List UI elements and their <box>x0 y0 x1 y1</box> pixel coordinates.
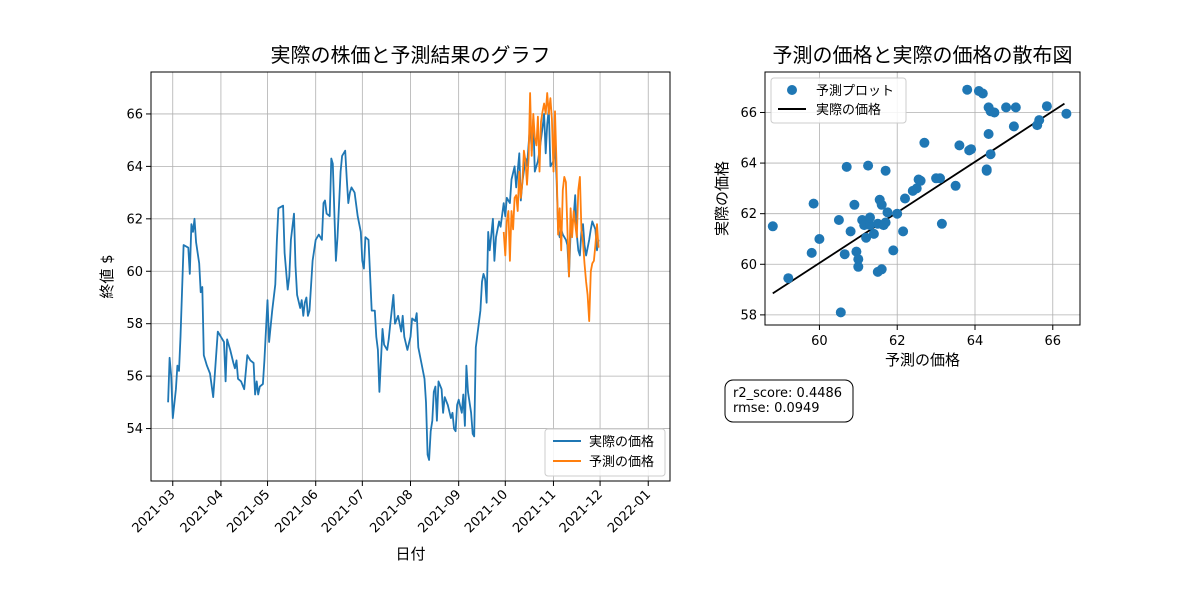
scatter-point <box>880 165 891 176</box>
line-chart-xlabel: 日付 <box>395 545 425 563</box>
series-line-actual <box>167 107 600 461</box>
y-tick-label: 66 <box>126 107 143 122</box>
scatter-point <box>950 180 961 191</box>
legend-label-fit: 実際の価格 <box>816 102 881 118</box>
scatter-point <box>915 175 926 186</box>
scatter-point <box>849 199 860 210</box>
scatter-point <box>767 221 778 232</box>
scatter-point <box>853 261 864 272</box>
scatter-point <box>839 249 850 260</box>
scatter-point <box>835 307 846 318</box>
series-line-predicted <box>502 92 600 323</box>
line-chart-legend: 実際の価格 予測の価格 <box>544 428 666 477</box>
scatter-point <box>833 215 844 225</box>
scatter-point <box>863 160 874 171</box>
scatter-point <box>1041 101 1052 112</box>
scatter-point <box>783 273 794 284</box>
y-tick-label: 54 <box>126 422 143 437</box>
scatter-point <box>981 164 992 175</box>
legend-swatch-scatter <box>787 85 797 95</box>
scatter-point <box>845 226 856 237</box>
scatter-point <box>1010 102 1021 113</box>
score-box-frame <box>724 379 854 423</box>
y-tick-label: 66 <box>740 106 757 121</box>
scatter-chart-fit-line <box>772 102 1065 295</box>
scatter-point <box>954 140 965 151</box>
y-tick-label: 64 <box>740 157 757 172</box>
y-tick-label: 62 <box>740 207 757 222</box>
x-tick-label: 60 <box>811 334 828 349</box>
scatter-point <box>892 208 903 219</box>
scatter-point <box>1034 115 1045 126</box>
scatter-point <box>989 107 1000 118</box>
scatter-point <box>841 161 852 172</box>
scatter-chart-xlabel: 予測の価格 <box>885 351 960 369</box>
scatter-point <box>861 232 872 243</box>
scatter-point <box>882 207 893 218</box>
legend-label-predicted: 予測の価格 <box>589 454 654 470</box>
y-tick-label: 60 <box>740 258 757 273</box>
rmse-text: rmse: 0.0949 <box>733 401 820 416</box>
scatter-chart-frame <box>764 71 1081 326</box>
y-tick-label: 58 <box>126 317 143 332</box>
y-tick-label: 64 <box>126 160 143 175</box>
scatter-point <box>1001 102 1012 113</box>
fit-line <box>772 102 1065 295</box>
scatter-point <box>865 212 875 223</box>
scatter-point <box>876 199 887 210</box>
x-tick-label: 66 <box>1045 334 1062 349</box>
scatter-point <box>1008 121 1019 132</box>
scatter-point <box>880 217 891 228</box>
scatter-point <box>898 226 909 237</box>
scatter-point <box>814 234 825 244</box>
scatter-point <box>865 220 875 231</box>
scatter-point <box>900 193 910 204</box>
y-tick-label: 58 <box>740 308 757 323</box>
legend-label-actual: 実際の価格 <box>589 434 654 450</box>
scatter-point <box>966 144 977 155</box>
scatter-chart-legend-box <box>770 77 907 124</box>
scatter-chart-legend: 予測プロット 実際の価格 <box>770 77 907 124</box>
scatter-chart: 60 62 64 66 58 60 62 64 66 予測の価格と実際の価格の散布図 予測の価格… <box>713 43 1081 369</box>
r2-score-text: r2_score: 0.4486 <box>733 386 842 401</box>
scatter-point <box>868 228 879 239</box>
line-chart-ylabel: 終値 $ <box>98 254 116 298</box>
score-box: r2_score: 0.4486 rmse: 0.0949 <box>724 379 854 423</box>
scatter-point <box>888 245 899 256</box>
x-tick-label: 62 <box>889 334 906 349</box>
y-tick-label: 56 <box>126 370 143 385</box>
legend-label-scatter: 予測プロット <box>816 84 894 99</box>
scatter-point <box>851 246 862 257</box>
scatter-point <box>935 173 945 184</box>
scatter-point <box>919 137 930 148</box>
line-chart-title: 実際の株価と予測結果のグラフ <box>271 43 551 67</box>
scatter-chart-ylabel: 実際の価格 <box>713 161 731 236</box>
scatter-point <box>911 183 922 194</box>
scatter-chart-ticks: 60 62 64 66 58 60 62 64 66 <box>740 106 1061 349</box>
scatter-point <box>985 149 996 160</box>
scatter-point <box>977 88 988 99</box>
x-tick-label: 64 <box>967 334 984 349</box>
scatter-point <box>936 218 947 229</box>
scatter-point <box>808 198 819 209</box>
scatter-point <box>876 264 887 275</box>
scatter-chart-title: 予測の価格と実際の価格の散布図 <box>773 43 1073 67</box>
y-tick-label: 62 <box>126 212 143 227</box>
scatter-point <box>962 84 973 95</box>
scatter-point <box>853 254 864 265</box>
y-tick-label: 60 <box>126 265 143 280</box>
scatter-point <box>983 129 994 139</box>
scatter-point <box>806 247 817 258</box>
scatter-chart-points <box>767 84 1072 318</box>
scatter-point <box>1061 108 1072 119</box>
line-chart-series <box>167 92 600 461</box>
